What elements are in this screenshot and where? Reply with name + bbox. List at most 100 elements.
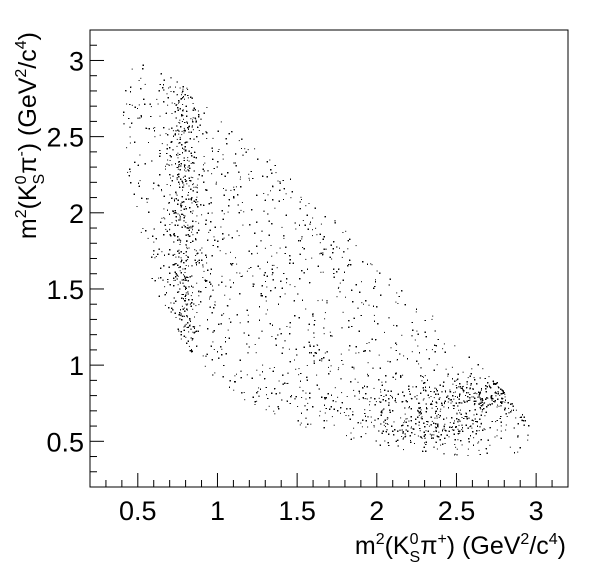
data-point — [267, 194, 269, 196]
data-point — [305, 308, 307, 310]
data-point — [188, 226, 190, 228]
data-point — [179, 215, 181, 217]
data-point — [402, 374, 404, 376]
data-point — [186, 248, 188, 250]
data-point — [192, 184, 194, 186]
data-point — [437, 414, 439, 415]
data-point — [365, 433, 367, 435]
data-point — [352, 411, 354, 413]
data-point — [478, 441, 480, 443]
data-point — [470, 384, 472, 386]
data-point — [471, 368, 473, 370]
data-point — [255, 352, 257, 354]
data-point — [417, 435, 419, 437]
data-point — [246, 374, 248, 376]
data-point — [476, 393, 478, 395]
data-point — [443, 406, 445, 408]
data-point — [181, 130, 183, 132]
data-point — [404, 413, 406, 415]
data-point — [311, 257, 313, 259]
data-point — [467, 455, 469, 456]
data-point — [235, 153, 237, 155]
data-point — [170, 185, 171, 187]
data-point — [405, 418, 407, 420]
data-point — [190, 225, 192, 227]
data-point — [142, 228, 144, 229]
data-point — [373, 314, 375, 316]
data-point — [347, 248, 349, 250]
data-point — [359, 392, 360, 394]
data-point — [180, 338, 182, 340]
data-point — [504, 396, 506, 398]
data-point — [175, 263, 177, 265]
data-point — [220, 226, 222, 228]
data-point — [430, 435, 432, 437]
data-point — [192, 129, 194, 131]
data-point — [178, 291, 180, 293]
data-point — [168, 87, 170, 89]
data-point — [312, 217, 314, 219]
data-point — [387, 360, 389, 362]
data-point — [177, 152, 179, 154]
data-point — [218, 149, 220, 150]
data-point — [185, 303, 187, 305]
data-point — [419, 436, 421, 438]
data-point — [196, 187, 198, 189]
data-point — [479, 392, 480, 394]
data-point — [178, 102, 179, 104]
data-point — [197, 201, 199, 203]
data-point — [198, 304, 200, 306]
data-point — [467, 377, 469, 379]
data-point — [139, 180, 141, 182]
data-point — [405, 435, 407, 437]
data-point — [213, 236, 215, 238]
data-point — [276, 252, 278, 254]
data-point — [395, 401, 397, 403]
data-point — [334, 387, 336, 389]
data-point — [471, 396, 473, 398]
data-point — [478, 395, 480, 397]
data-point — [183, 127, 185, 129]
data-point — [272, 186, 274, 188]
data-point — [458, 386, 460, 388]
data-point — [227, 211, 229, 213]
data-point — [404, 420, 405, 422]
data-point — [223, 213, 225, 215]
data-point — [444, 390, 446, 392]
data-point — [456, 412, 458, 414]
data-point — [190, 302, 192, 304]
data-point — [158, 277, 160, 279]
data-point — [431, 420, 433, 422]
data-point — [223, 237, 225, 239]
data-point — [342, 311, 344, 313]
data-point — [345, 230, 347, 232]
data-point — [211, 173, 213, 175]
data-point — [285, 193, 287, 195]
data-point — [129, 171, 131, 173]
data-point — [181, 305, 183, 307]
data-point — [328, 366, 329, 368]
data-point — [229, 298, 231, 300]
data-point — [423, 398, 425, 400]
data-point — [410, 427, 412, 429]
data-point — [187, 224, 189, 226]
data-point — [182, 268, 184, 270]
data-point — [131, 68, 133, 70]
data-point — [312, 313, 314, 314]
data-point — [417, 409, 419, 411]
data-point — [498, 405, 500, 407]
data-point — [383, 424, 385, 426]
data-point — [192, 177, 194, 179]
data-point — [345, 296, 346, 298]
data-point — [469, 399, 471, 401]
data-point — [331, 258, 333, 260]
data-point — [442, 348, 444, 350]
data-point — [451, 366, 453, 368]
data-point — [294, 286, 296, 288]
data-point — [414, 339, 416, 341]
data-point — [139, 154, 141, 156]
data-point — [164, 218, 166, 220]
data-point — [196, 215, 198, 217]
data-point — [387, 424, 389, 425]
data-point — [202, 266, 204, 268]
